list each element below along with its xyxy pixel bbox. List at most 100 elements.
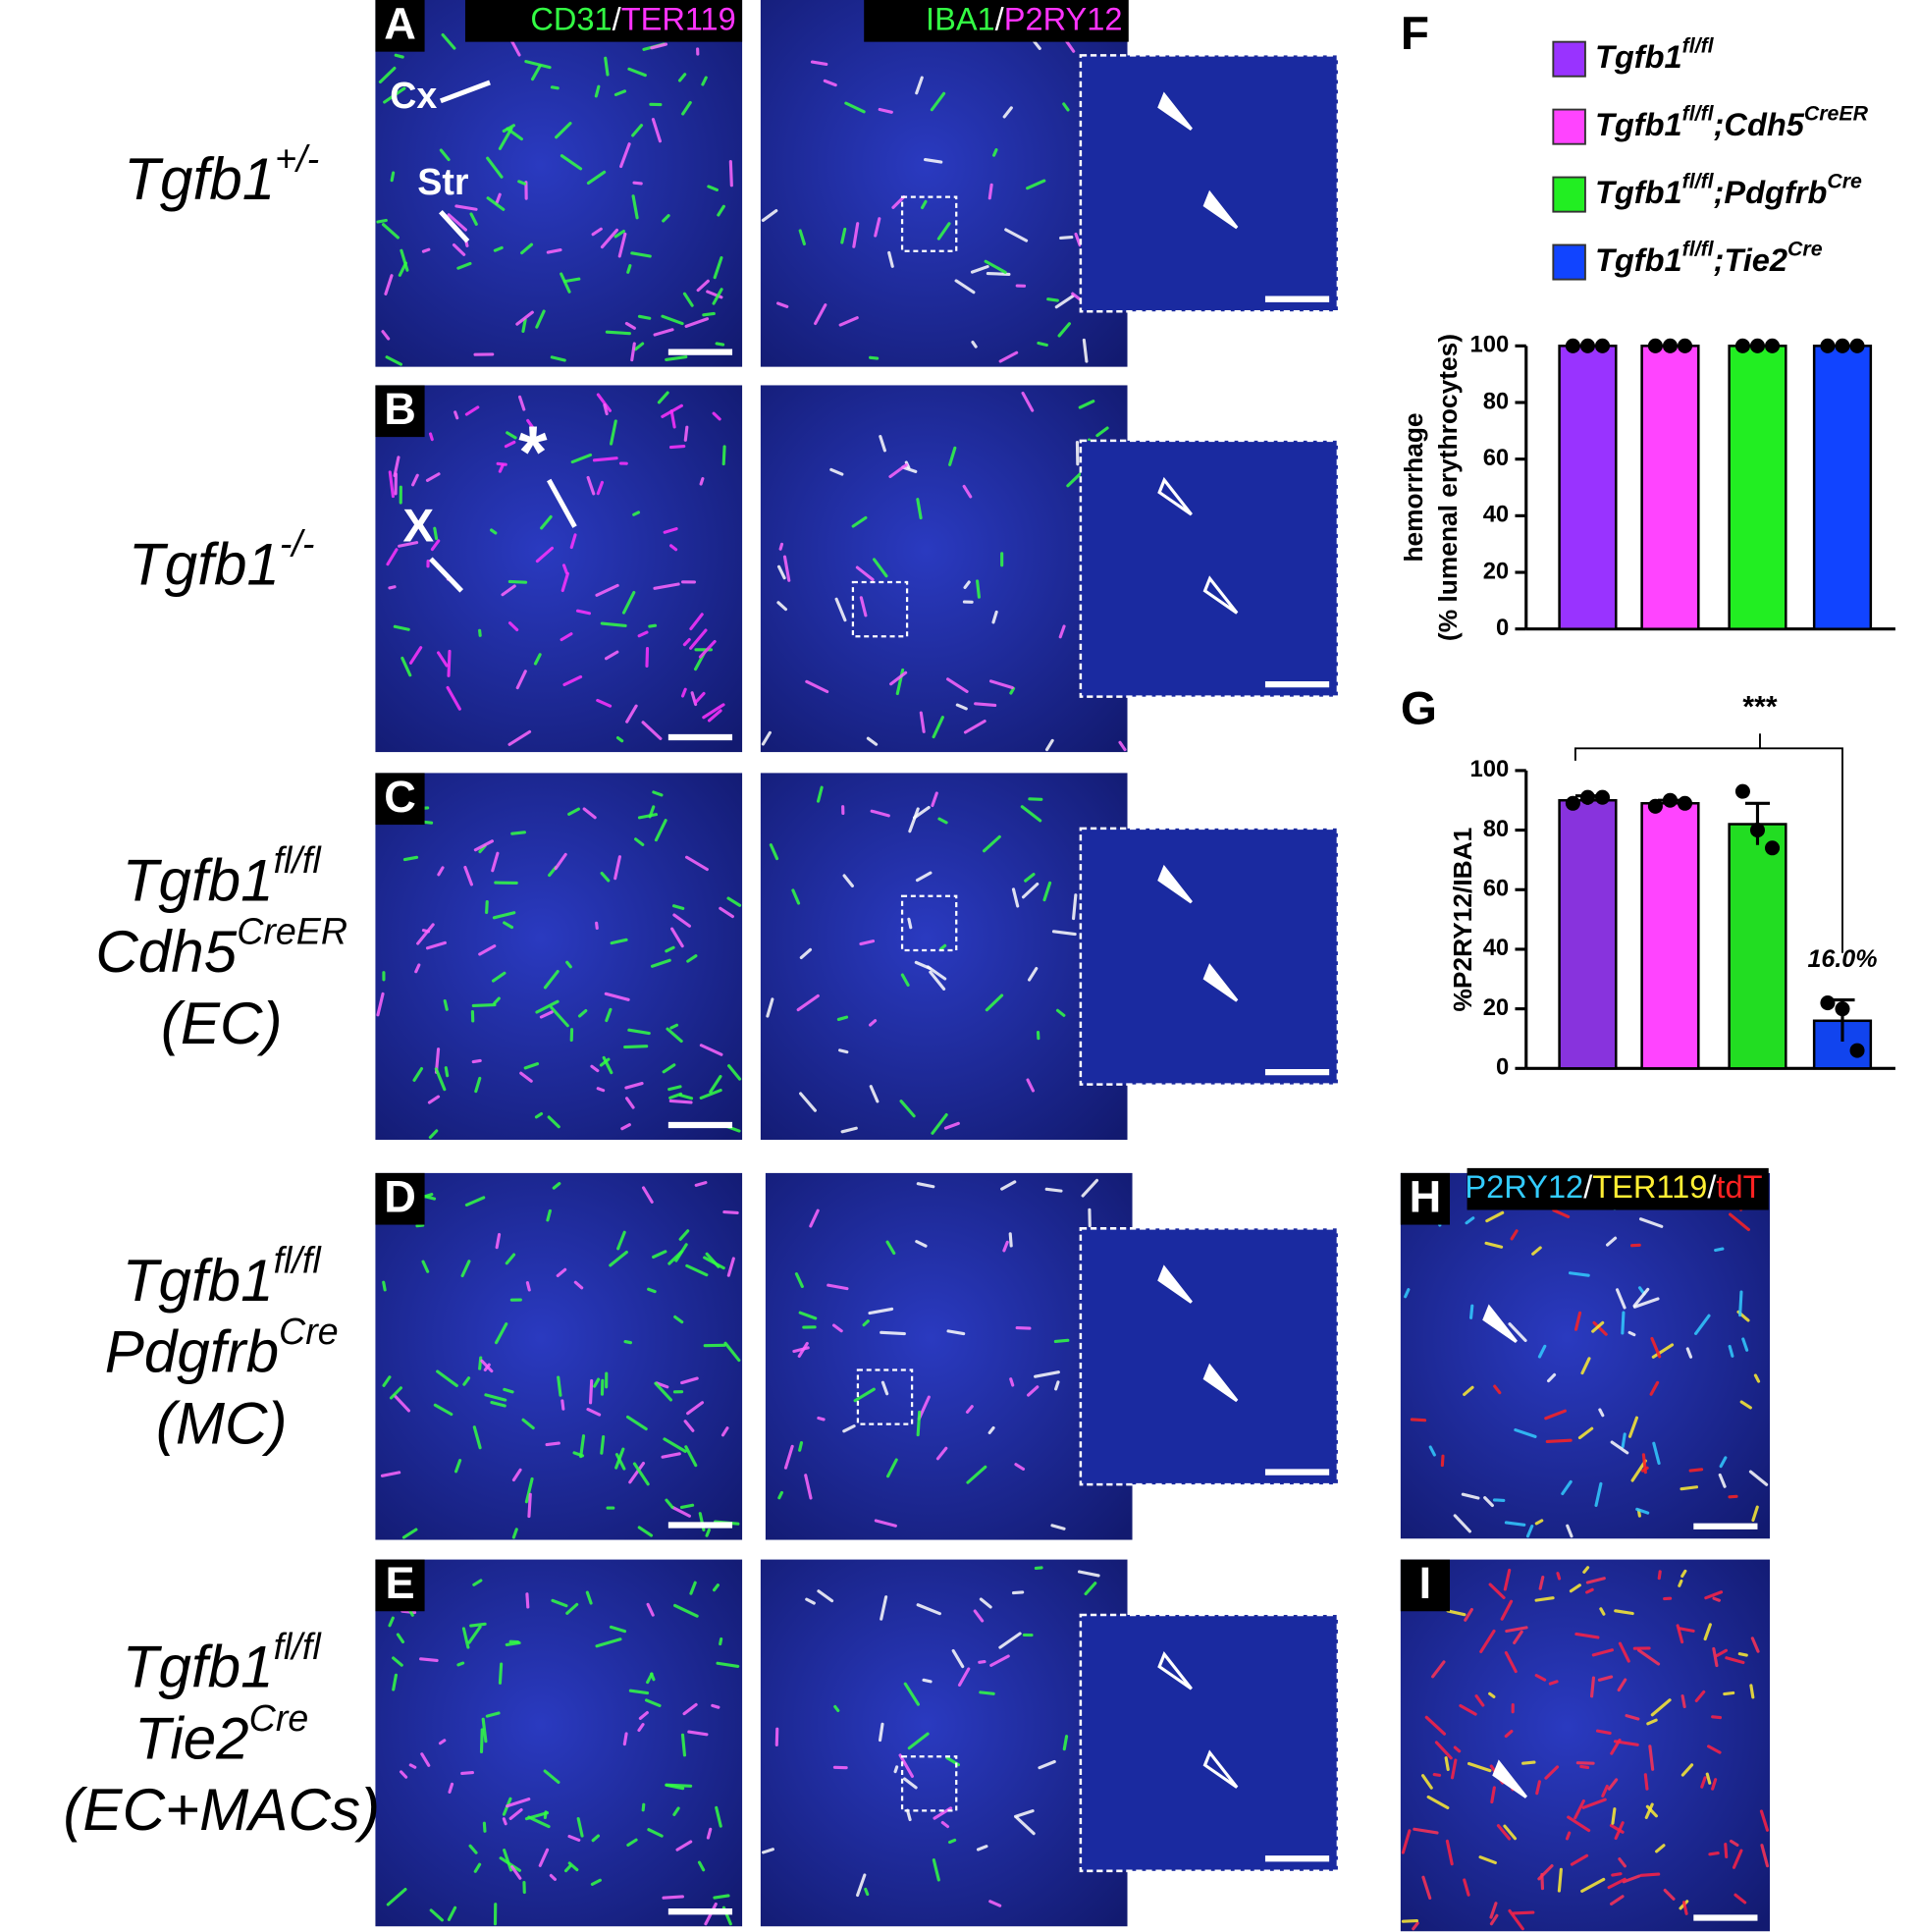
vessel: [712, 1583, 720, 1592]
vessel: [386, 1887, 407, 1906]
stain-label-part: /: [1707, 1168, 1717, 1205]
vessel: [603, 402, 609, 416]
vessel: [627, 67, 647, 78]
vessel: [1015, 1325, 1032, 1330]
panel-letter-bg: [375, 385, 425, 438]
vessel: [637, 1723, 645, 1733]
vessel: [586, 475, 596, 496]
vessel: [560, 571, 569, 593]
vessel: [1719, 1456, 1728, 1469]
arrowhead: [1202, 189, 1239, 230]
row-label-sup: fl/fl: [274, 839, 323, 881]
vessel: [935, 1446, 948, 1461]
vessel: [573, 1280, 584, 1290]
vessel: [1008, 1232, 1013, 1248]
vessel: [899, 1100, 916, 1118]
legend-label-sup: fl/fl: [1682, 33, 1715, 57]
vessel: [699, 476, 705, 486]
vessel: [596, 1087, 606, 1093]
vessel: [434, 1067, 447, 1092]
vessel: [986, 271, 1011, 277]
vessel: [1500, 1599, 1514, 1621]
vessel: [490, 528, 498, 535]
vessel: [1751, 1505, 1759, 1523]
vessel: [1013, 1809, 1035, 1818]
vessel: [987, 1425, 995, 1434]
y-tick-label: 60: [1483, 876, 1510, 902]
vessel: [1401, 1829, 1412, 1854]
vessel: [852, 222, 860, 248]
vessel: [648, 623, 658, 628]
vessel: [1066, 469, 1085, 488]
vessel: [650, 958, 671, 968]
vessel: [810, 60, 828, 67]
vessel: [538, 1848, 550, 1867]
vessel: [543, 969, 560, 990]
vessel: [385, 355, 402, 366]
stain-label-bg: [464, 0, 743, 42]
vessel: [1009, 1377, 1015, 1387]
vessel: [900, 973, 910, 987]
vessel: [416, 923, 435, 945]
vessel: [570, 453, 593, 464]
vessel: [1569, 1583, 1581, 1593]
bar: [1728, 823, 1787, 1070]
vessel: [907, 1732, 930, 1750]
vessel: [728, 160, 733, 188]
vessel: [685, 855, 709, 872]
vessel: [682, 637, 691, 647]
row-label: Tgfb1-/-: [129, 523, 314, 598]
vessel: [665, 1783, 685, 1791]
vessel: [1613, 1740, 1639, 1746]
vessel: [590, 1064, 600, 1073]
vessel: [1601, 1784, 1609, 1798]
vessel: [400, 656, 412, 677]
row-label-part: Cdh5: [95, 919, 237, 985]
vessel: [988, 1900, 1002, 1907]
vessel: [388, 470, 395, 499]
vessel: [1607, 1877, 1627, 1890]
vessel: [696, 279, 710, 293]
vessel: [520, 242, 534, 255]
vessel: [1581, 1798, 1607, 1809]
row-label-sup: +/-: [275, 137, 319, 179]
vessel: [1741, 1337, 1749, 1352]
vessel: [586, 1408, 602, 1417]
stain-label-part: P2RY12: [1004, 0, 1123, 36]
vessel: [1644, 1802, 1654, 1819]
vessel: [929, 970, 946, 991]
vessel: [1478, 1855, 1497, 1865]
vessel: [1556, 1572, 1562, 1581]
zoom-box: [900, 195, 958, 252]
vessel: [1413, 1827, 1439, 1835]
data-point: [1565, 338, 1580, 353]
vessel: [1505, 1626, 1528, 1634]
vessel: [469, 1622, 487, 1628]
vessel: [916, 1603, 941, 1616]
vessel: [1081, 1178, 1099, 1198]
vessel: [399, 1770, 408, 1779]
vessel: [1504, 1650, 1518, 1674]
vessel: [504, 440, 516, 449]
vessel: [797, 1341, 809, 1359]
vessel: [610, 938, 628, 945]
vessel: [761, 730, 772, 746]
vessel: [1725, 1656, 1745, 1665]
vessel: [613, 855, 621, 881]
vessel: [1627, 1330, 1636, 1337]
vessel: [430, 539, 441, 552]
vessel: [855, 565, 875, 581]
vessel: [646, 1602, 655, 1617]
vessel: [390, 171, 396, 183]
vessel: [486, 196, 506, 211]
vessel: [1557, 1867, 1563, 1893]
vessel: [530, 64, 542, 81]
vessel: [628, 1461, 646, 1484]
vessel: [508, 1807, 523, 1820]
vessel: [1426, 1795, 1450, 1810]
vessel: [874, 217, 881, 238]
vessel: [844, 101, 866, 114]
vessel: [423, 1193, 434, 1199]
vessel: [783, 1444, 794, 1470]
vessel: [1733, 1893, 1747, 1905]
